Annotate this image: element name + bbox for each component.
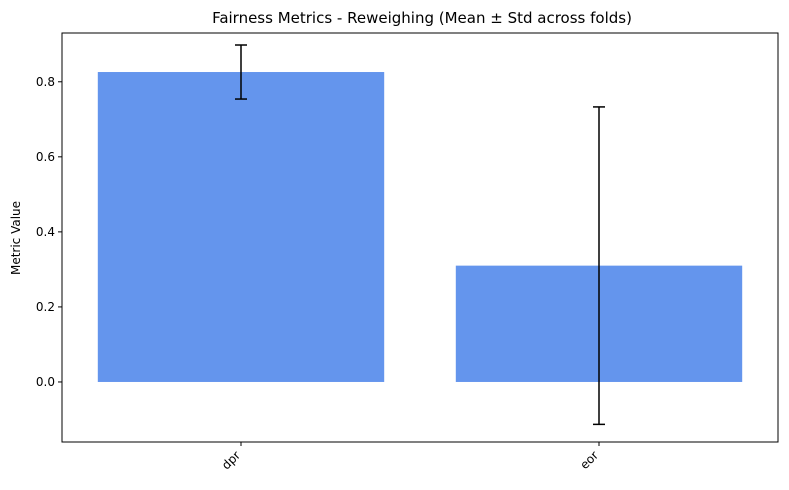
y-tick-label: 0.8 [36,75,55,89]
error-bars-group [235,44,605,426]
y-tick-label: 0.6 [36,150,55,164]
y-tick-label: 0.0 [36,375,55,389]
x-tick-label-dpr: dpr [219,448,243,472]
x-tick-label-eor: eor [577,448,601,472]
chart-title: Fairness Metrics - Reweighing (Mean ± St… [212,9,632,27]
y-tick-label: 0.4 [36,225,55,239]
bar-dpr [97,72,385,382]
x-axis: dpr eor [219,442,601,472]
y-tick-label: 0.2 [36,300,55,314]
y-axis: 0.0 0.2 0.4 0.6 0.8 [36,75,62,389]
y-axis-label: Metric Value [9,201,23,275]
bars-group [97,72,743,382]
plot-frame [61,32,779,443]
